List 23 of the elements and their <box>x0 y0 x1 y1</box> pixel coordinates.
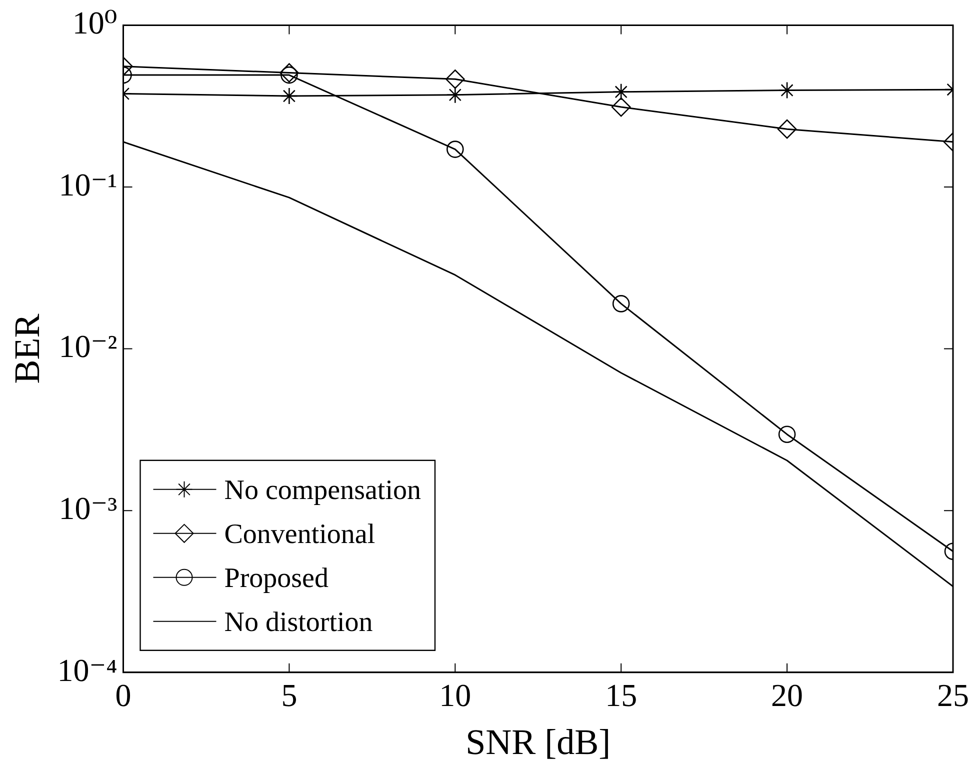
y-tick-label: 10⁰ <box>72 4 118 41</box>
y-tick-label: 10⁻² <box>58 328 118 364</box>
y-axis-title: BER <box>7 314 48 384</box>
x-tick-label: 25 <box>937 677 969 714</box>
y-tick-label: 10⁻⁴ <box>57 652 118 688</box>
x-tick-label: 5 <box>281 677 298 714</box>
legend-label: Conventional <box>224 518 376 550</box>
x-tick-label: 0 <box>115 677 132 714</box>
point <box>446 70 465 89</box>
y-tick-label: 10⁻¹ <box>58 166 118 202</box>
x-tick-label: 10 <box>439 677 472 714</box>
legend-label: No distortion <box>224 606 373 638</box>
y-tick-label: 10⁻³ <box>58 490 118 526</box>
point <box>612 295 630 312</box>
point <box>446 86 464 104</box>
x-axis-title: SNR [dB] <box>466 722 611 762</box>
point <box>446 140 464 158</box>
x-tick-label: 20 <box>771 677 804 714</box>
legend-label: No compensation <box>224 474 421 506</box>
x-tick-label: 15 <box>605 677 638 714</box>
legend-label: Proposed <box>224 562 328 594</box>
point <box>612 83 630 101</box>
point <box>611 97 631 117</box>
